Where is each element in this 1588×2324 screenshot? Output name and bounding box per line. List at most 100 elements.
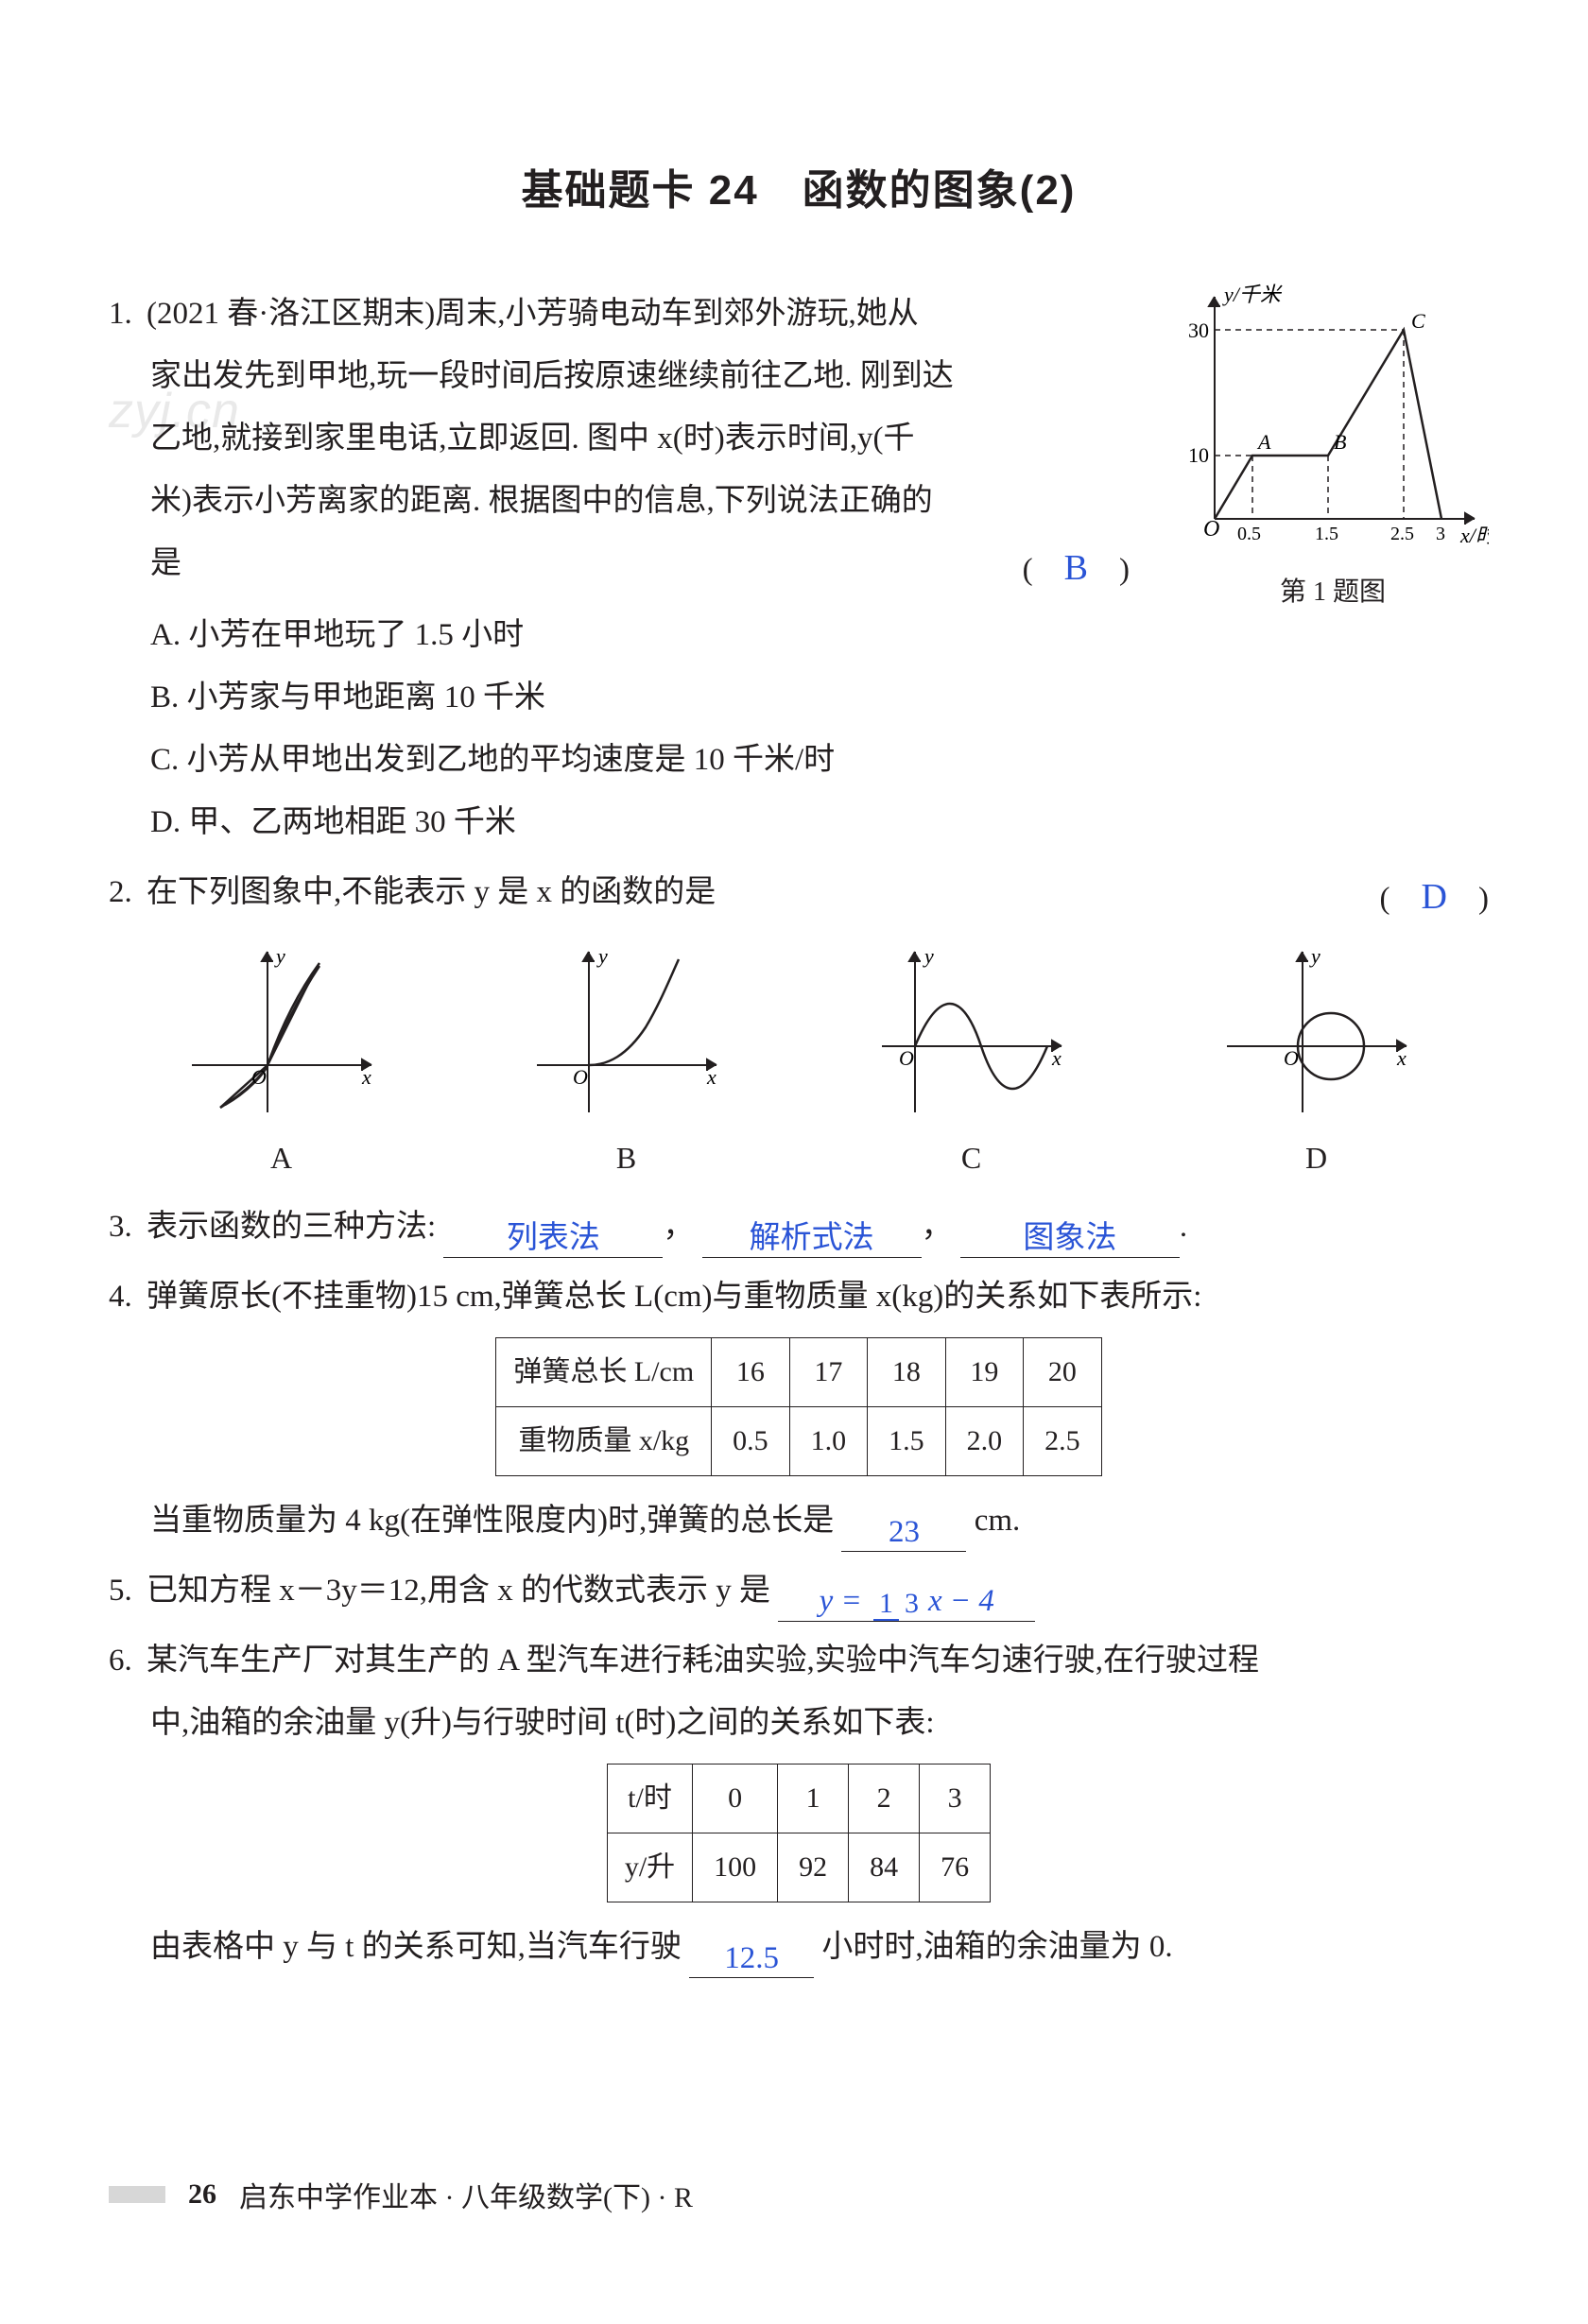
q1-ytick-30: 30 — [1188, 318, 1209, 342]
q4-th-4: 19 — [945, 1338, 1024, 1407]
q3-number: 3. — [109, 1196, 147, 1258]
footer-bar-icon — [109, 2186, 165, 2203]
q1-option-d: D. 甲、乙两地相距 30 千米 — [109, 791, 1489, 853]
q2-graph-a: O x y A — [149, 942, 414, 1188]
q6-th-0: t/时 — [607, 1765, 692, 1833]
q2-label-a: A — [149, 1128, 414, 1188]
page-number: 26 — [188, 2178, 216, 2211]
q2-graph-b: O x y B — [494, 942, 759, 1188]
q4-th-3: 18 — [868, 1338, 946, 1407]
q6-th-2: 1 — [778, 1765, 849, 1833]
q3-prefix: 表示函数的三种方法: — [147, 1210, 436, 1244]
q4-td-2: 1.0 — [789, 1407, 868, 1476]
q1-answer: B — [1064, 548, 1088, 588]
q6-line-0: 某汽车生产厂对其生产的 A 型汽车进行耗油实验,实验中汽车匀速行驶,在行驶过程 — [147, 1644, 1259, 1678]
q1-xtick-0: 0.5 — [1237, 524, 1261, 544]
q1-paren-close: ) — [1088, 553, 1130, 587]
q6-line2-suffix: 小时时,油箱的余油量为 0. — [821, 1930, 1172, 1964]
q1-figure: O x/时 y/千米 10 30 0.5 1. — [1177, 283, 1489, 619]
q5-number: 5. — [109, 1559, 147, 1622]
question-4: 4.弹簧原长(不挂重物)15 cm,弹簧总长 L(cm)与重物质量 x(kg)的… — [109, 1265, 1489, 1552]
q2-label-c: C — [839, 1128, 1104, 1188]
table-row: 重物质量 x/kg 0.5 1.0 1.5 2.0 2.5 — [496, 1407, 1101, 1476]
svg-text:y: y — [274, 944, 285, 968]
q4-td-5: 2.5 — [1024, 1407, 1102, 1476]
q1-ptB: B — [1334, 430, 1346, 454]
q6-th-4: 3 — [920, 1765, 991, 1833]
q2-text: 在下列图象中,不能表示 y 是 x 的函数的是 — [147, 875, 716, 909]
q5-answer: y = 13x − 4 — [778, 1584, 1035, 1622]
svg-text:x: x — [706, 1065, 716, 1089]
q6-number: 6. — [109, 1629, 147, 1692]
svg-text:O: O — [573, 1065, 588, 1089]
q1-line-1: 家出发先到甲地,玩一段时间后按原速继续前往乙地. 刚到达 — [109, 359, 954, 393]
q1-line-3: 米)表示小芳离家的距离. 根据图中的信息,下列说法正确的 — [109, 484, 933, 518]
q6-td-3: 84 — [849, 1833, 920, 1902]
q4-th-2: 17 — [789, 1338, 868, 1407]
q3-sep-3: . — [1180, 1210, 1187, 1244]
q2-label-b: B — [494, 1128, 759, 1188]
q4-td-3: 1.5 — [868, 1407, 946, 1476]
q1-number: 1. — [109, 283, 147, 345]
svg-text:x: x — [361, 1065, 371, 1089]
q4-text: 弹簧原长(不挂重物)15 cm,弹簧总长 L(cm)与重物质量 x(kg)的关系… — [147, 1280, 1201, 1314]
q4-number: 4. — [109, 1265, 147, 1328]
q4-th-1: 16 — [712, 1338, 790, 1407]
q1-option-c: C. 小芳从甲地出发到乙地的平均速度是 10 千米/时 — [109, 729, 1489, 791]
q4-line2-suffix: cm. — [975, 1504, 1021, 1538]
q4-th-5: 20 — [1024, 1338, 1102, 1407]
q3-sep-2: ， — [922, 1210, 953, 1244]
table-row: y/升 100 92 84 76 — [607, 1833, 990, 1902]
svg-text:y: y — [596, 944, 608, 968]
svg-text:O: O — [899, 1046, 914, 1070]
q6-line-1: 中,油箱的余油量 y(升)与行驶时间 t(时)之间的关系如下表: — [109, 1706, 935, 1740]
q2-graph-d: O x y D — [1184, 942, 1449, 1188]
q1-xtick-1: 1.5 — [1315, 524, 1338, 544]
q6-table: t/时 0 1 2 3 y/升 100 92 84 76 — [607, 1764, 991, 1902]
q4-td-4: 2.0 — [945, 1407, 1024, 1476]
q5-prefix: 已知方程 x－3y＝12,用含 x 的代数式表示 y 是 — [147, 1574, 770, 1608]
svg-text:y: y — [923, 944, 934, 968]
q1-line-0: (2021 春·洛江区期末)周末,小芳骑电动车到郊外游玩,她从 — [147, 297, 919, 331]
question-1: O x/时 y/千米 10 30 0.5 1. — [109, 283, 1489, 853]
q2-paren-open: ( — [1380, 882, 1422, 916]
page-footer: 26 启东中学作业本 · 八年级数学(下) · R — [109, 2174, 693, 2215]
q6-th-3: 2 — [849, 1765, 920, 1833]
q1-line-2: 乙地,就接到家里电话,立即返回. 图中 x(时)表示时间,y(千 — [109, 422, 914, 456]
svg-text:y: y — [1309, 944, 1320, 968]
question-5: 5.已知方程 x－3y＝12,用含 x 的代数式表示 y 是 y = 13x −… — [109, 1559, 1489, 1622]
q6-td-1: 100 — [693, 1833, 778, 1902]
q2-label-d: D — [1184, 1128, 1449, 1188]
table-row: 弹簧总长 L/cm 16 17 18 19 20 — [496, 1338, 1101, 1407]
q4-table: 弹簧总长 L/cm 16 17 18 19 20 重物质量 x/kg 0.5 1… — [495, 1337, 1101, 1476]
origin-label: O — [1203, 517, 1219, 542]
q2-number: 2. — [109, 861, 147, 923]
q1-xtick-2: 2.5 — [1390, 524, 1414, 544]
q2-paren-close: ) — [1447, 882, 1489, 916]
q1-paren-open: ( — [1023, 553, 1064, 587]
svg-text:O: O — [251, 1065, 267, 1089]
q1-ptC: C — [1411, 309, 1425, 333]
q1-chart-svg: O x/时 y/千米 10 30 0.5 1. — [1177, 283, 1489, 557]
q6-td-4: 76 — [920, 1833, 991, 1902]
q2-graph-c: O x y C — [839, 942, 1104, 1188]
q1-xtick-3: 3 — [1436, 524, 1445, 544]
q1-figure-caption: 第 1 题图 — [1177, 566, 1489, 619]
q3-blank-1: 列表法 — [443, 1221, 663, 1258]
q1-xlabel: x/时 — [1459, 524, 1489, 547]
q4-th-0: 弹簧总长 L/cm — [496, 1338, 712, 1407]
question-3: 3.表示函数的三种方法: 列表法， 解析式法， 图象法. — [109, 1196, 1489, 1258]
question-2: 2.在下列图象中,不能表示 y 是 x 的函数的是 ( D ) — [109, 861, 1489, 1188]
q4-td-0: 重物质量 x/kg — [496, 1407, 712, 1476]
q2-answer: D — [1422, 877, 1447, 917]
q6-td-2: 92 — [778, 1833, 849, 1902]
q6-th-1: 0 — [693, 1765, 778, 1833]
page-title: 基础题卡 24 函数的图象(2) — [109, 156, 1489, 216]
question-6: 6.某汽车生产厂对其生产的 A 型汽车进行耗油实验,实验中汽车匀速行驶,在行驶过… — [109, 1629, 1489, 1978]
q6-answer: 12.5 — [689, 1941, 814, 1978]
footer-text: 启东中学作业本 · 八年级数学(下) · R — [239, 2174, 693, 2215]
svg-text:x: x — [1051, 1046, 1062, 1070]
q3-sep-1: ， — [663, 1210, 694, 1244]
q4-line2-prefix: 当重物质量为 4 kg(在弹性限度内)时,弹簧的总长是 — [150, 1504, 834, 1538]
svg-text:x: x — [1396, 1046, 1407, 1070]
